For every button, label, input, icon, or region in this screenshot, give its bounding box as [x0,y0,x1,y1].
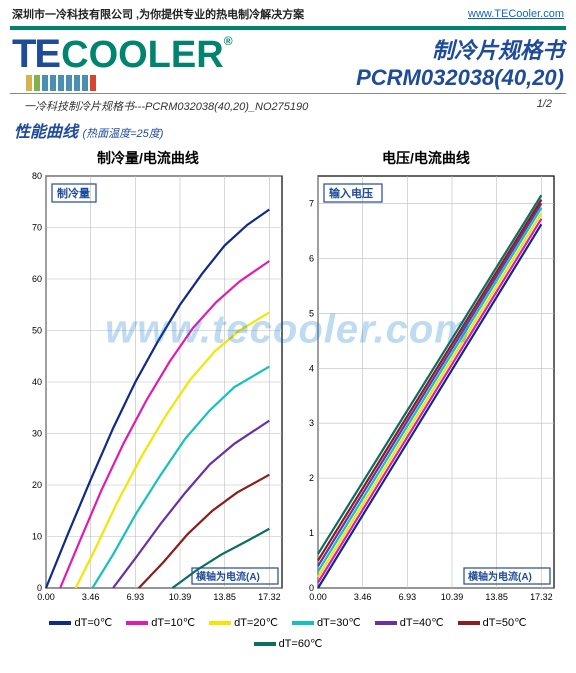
legend-item: dT=40℃ [375,616,444,629]
svg-text:6: 6 [309,253,314,263]
svg-text:制冷量: 制冷量 [57,186,90,200]
charts-row: 制冷量/电流曲线 0.003.466.9310.3913.8517.320102… [0,144,576,610]
svg-text:13.85: 13.85 [213,592,236,602]
legend-item: dT=10℃ [126,616,195,629]
doc-title-block: 制冷片规格书 PCRM032038(40,20) [356,33,564,91]
svg-text:10: 10 [32,532,42,542]
svg-text:60: 60 [32,274,42,284]
svg-text:7: 7 [309,198,314,208]
subheader-left: 一冷科技制冷片规格书---PCRM032038(40,20)_NO275190 [24,98,308,114]
legend-item: dT=30℃ [292,616,361,629]
svg-text:13.85: 13.85 [485,592,508,602]
legend-swatch [126,621,148,625]
legend-swatch [49,621,71,625]
svg-text:10.39: 10.39 [169,592,192,602]
svg-text:横轴为电流(A): 横轴为电流(A) [196,570,260,583]
svg-text:17.32: 17.32 [530,592,553,602]
chart-left-title: 制冷量/电流曲线 [97,148,199,170]
svg-text:80: 80 [32,171,42,181]
svg-text:2: 2 [309,473,314,483]
legend-label: dT=60℃ [279,637,323,650]
chart-left-svg: 0.00 3.46 6.93 10.39 13.85 17.32 0 10 20 30 40 50 60… [8,170,288,610]
page-number: 1/2 [537,98,552,114]
legend-swatch [209,621,231,625]
company-text: 深圳市一冷科技有限公司 ,为你提供专业的热电制冷解决方案 [12,6,304,22]
doc-title-zh: 制冷片规格书 [356,33,564,65]
svg-text:0.00: 0.00 [37,592,55,602]
svg-text:横轴为电流(A): 横轴为电流(A) [468,570,532,583]
logo-bars [12,75,233,91]
svg-text:50: 50 [32,326,42,336]
svg-text:0: 0 [309,583,314,593]
section-title-sub: (热面温度=25度) [82,128,163,140]
legend: dT=0℃ dT=10℃ dT=20℃ dT=30℃ dT=40℃ dT=50℃ dT=60… [0,610,576,650]
legend-swatch [458,621,480,625]
subheader-row: 一冷科技制冷片规格书---PCRM032038(40,20)_NO275190 … [10,93,566,116]
legend-label: dT=40℃ [400,616,444,629]
logo-cooler: COOLER® [61,34,232,77]
svg-text:4: 4 [309,363,314,373]
svg-text:6.93: 6.93 [127,592,145,602]
svg-text:17.32: 17.32 [258,592,281,602]
svg-text:0: 0 [37,583,42,593]
legend-label: dT=20℃ [234,616,278,629]
svg-text:输入电压: 输入电压 [329,186,373,200]
legend-swatch [292,621,314,625]
page-top-header: 深圳市一冷科技有限公司 ,为你提供专业的热电制冷解决方案 www.TECoole… [0,0,576,24]
svg-text:10.39: 10.39 [441,592,464,602]
site-url-link[interactable]: www.TECooler.com [468,8,564,20]
doc-title-partnum: PCRM032038(40,20) [356,65,564,91]
logo-title-row: TE COOLER® 制冷片规格书 PCRM032038(40,20) [0,30,576,91]
legend-item: dT=0℃ [49,616,112,629]
svg-text:3.46: 3.46 [354,592,372,602]
svg-text:40: 40 [32,377,42,387]
chart-left-wrap: 制冷量/电流曲线 0.00 3.46 6.93 10.39 13.85 17.32 0 10 2… [8,148,288,610]
svg-text:70: 70 [32,223,42,233]
legend-label: dT=10℃ [151,616,195,629]
svg-text:6.93: 6.93 [399,592,417,602]
legend-item: dT=50℃ [458,616,527,629]
chart-right-svg: 0.00 3.46 6.93 10.39 13.85 17.32 0 1 2 3 4 5 6 7 输入电压横… [292,170,560,610]
legend-item: dT=60℃ [254,637,323,650]
svg-text:3: 3 [309,418,314,428]
chart-right-title: 电压/电流曲线 [382,148,470,170]
svg-text:0.00: 0.00 [309,592,327,602]
svg-text:30: 30 [32,429,42,439]
svg-text:20: 20 [32,480,42,490]
legend-label: dT=0℃ [74,616,112,629]
section-title-main: 性能曲线 [14,124,78,141]
logo-te: TE [12,32,59,77]
chart-right-wrap: 电压/电流曲线 0.00 3.46 6.93 10.39 13.85 17.32 0 1 2 3 4… [292,148,560,610]
svg-text:5: 5 [309,308,314,318]
section-title: 性能曲线 (热面温度=25度) [0,116,576,144]
legend-label: dT=30℃ [317,616,361,629]
legend-label: dT=50℃ [483,616,527,629]
legend-item: dT=20℃ [209,616,278,629]
logo-block: TE COOLER® [12,32,233,91]
svg-text:3.46: 3.46 [82,592,100,602]
svg-text:1: 1 [309,528,314,538]
legend-swatch [375,621,397,625]
legend-swatch [254,642,276,646]
